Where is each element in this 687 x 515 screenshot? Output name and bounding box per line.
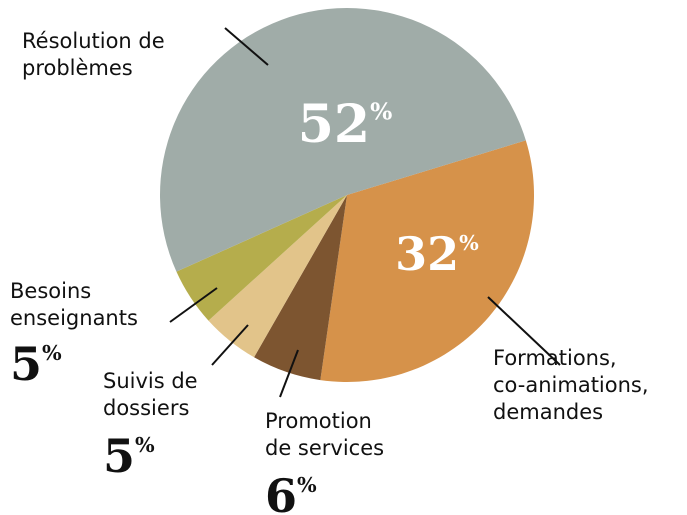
value-unit: % xyxy=(370,97,392,125)
category-label: Résolution de problèmes xyxy=(22,29,165,80)
label-line: de services xyxy=(265,436,384,460)
value-label: 52% xyxy=(298,94,393,155)
pie-slice xyxy=(176,195,347,321)
value-number: 32 xyxy=(395,227,459,281)
pie-slice xyxy=(208,195,347,358)
label-line: enseignants xyxy=(10,306,138,330)
leader-line xyxy=(211,324,249,366)
pie xyxy=(160,8,534,383)
label-line: Résolution de xyxy=(22,29,165,53)
pie-slice xyxy=(254,195,347,381)
label-line: dossiers xyxy=(103,396,189,420)
value-unit: % xyxy=(459,231,479,255)
category-label: Suivis de dossiers xyxy=(103,369,198,420)
leader-line xyxy=(169,287,218,323)
value-number: 52 xyxy=(298,94,370,155)
pie-slice xyxy=(320,140,534,383)
category-label: Promotion de services xyxy=(265,409,384,460)
label-line: problèmes xyxy=(22,56,133,80)
label-line: Formations, xyxy=(493,346,617,370)
leader-lines xyxy=(169,27,561,398)
label-line: co-animations, xyxy=(493,373,649,397)
label-line: Suivis de xyxy=(103,369,198,393)
value-label: 6% xyxy=(265,469,317,515)
leader-line xyxy=(279,349,299,398)
pie-slice xyxy=(160,8,526,272)
value-unit: % xyxy=(135,433,155,457)
label-line: demandes xyxy=(493,400,603,424)
value-number: 5 xyxy=(103,429,135,483)
value-number: 5 xyxy=(10,337,42,391)
leader-line xyxy=(224,27,269,66)
value-unit: % xyxy=(42,341,62,365)
label-line: Besoins xyxy=(10,279,91,303)
value-label: 5% xyxy=(10,337,62,391)
value-unit: % xyxy=(297,473,317,497)
value-number: 6 xyxy=(265,469,297,515)
label-line: Promotion xyxy=(265,409,372,433)
value-label: 5% xyxy=(103,429,155,483)
leader-line xyxy=(487,296,561,366)
category-label: Besoins enseignants xyxy=(10,279,138,330)
value-label: 32% xyxy=(395,227,479,281)
category-label: Formations, co-animations, demandes xyxy=(493,346,649,424)
